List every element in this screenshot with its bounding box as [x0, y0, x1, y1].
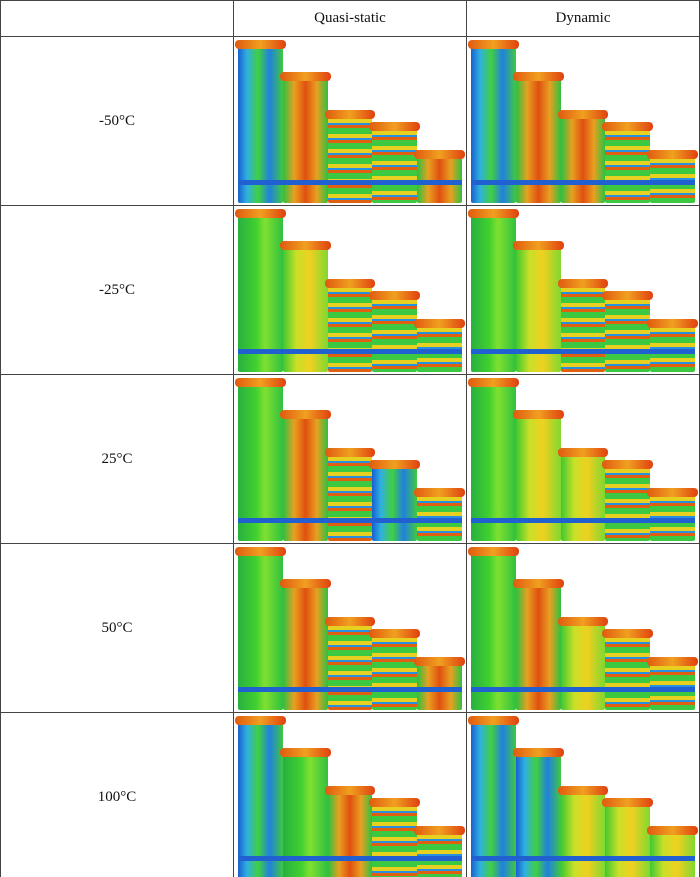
image-cell — [233, 712, 467, 877]
tube — [468, 40, 519, 203]
tube — [235, 716, 286, 877]
tube — [647, 826, 698, 877]
tube — [647, 319, 698, 372]
tube — [279, 748, 331, 877]
tube-set — [234, 377, 466, 543]
image-cell — [233, 36, 467, 206]
tube-set — [234, 39, 466, 205]
tube — [369, 629, 420, 710]
row-label: -50°C — [0, 36, 234, 206]
tube — [468, 378, 519, 541]
tube — [512, 410, 564, 541]
tube — [279, 72, 331, 203]
tube — [602, 460, 653, 541]
tube — [602, 122, 653, 203]
tube-set — [467, 546, 699, 712]
corner-cell — [0, 0, 234, 37]
tube — [602, 291, 653, 372]
tube — [557, 786, 609, 877]
image-cell — [233, 205, 467, 375]
tube — [468, 209, 519, 372]
tube — [414, 488, 465, 541]
tube — [557, 279, 609, 372]
tube — [602, 629, 653, 710]
tube — [557, 617, 609, 710]
tube — [557, 448, 609, 541]
tube-set — [234, 208, 466, 374]
row: 25°C — [0, 374, 700, 544]
row-label: 25°C — [0, 374, 234, 544]
column-header: Quasi-static — [233, 0, 467, 37]
tube — [512, 579, 564, 710]
image-cell — [233, 543, 467, 713]
tube — [512, 748, 564, 877]
tube — [369, 798, 420, 877]
tube — [369, 460, 420, 541]
row: 50°C — [0, 543, 700, 713]
tube — [647, 488, 698, 541]
row: -25°C — [0, 205, 700, 375]
image-cell — [466, 543, 700, 713]
row: -50°C — [0, 36, 700, 206]
tube-set — [467, 39, 699, 205]
tube — [279, 410, 331, 541]
tube — [512, 241, 564, 372]
tube — [369, 122, 420, 203]
tube — [602, 798, 653, 877]
tube — [468, 716, 519, 877]
tube — [279, 241, 331, 372]
tube-set — [467, 208, 699, 374]
row-label: 50°C — [0, 543, 234, 713]
tube — [414, 150, 465, 203]
tube — [414, 826, 465, 877]
tube — [235, 547, 286, 710]
tube — [468, 547, 519, 710]
image-cell — [466, 205, 700, 375]
image-cell — [466, 36, 700, 206]
column-header: Dynamic — [466, 0, 700, 37]
tube — [324, 448, 376, 541]
tube — [235, 40, 286, 203]
tube — [324, 110, 376, 203]
image-cell — [233, 374, 467, 544]
tube — [414, 319, 465, 372]
tube — [512, 72, 564, 203]
tube — [235, 378, 286, 541]
tube-set — [467, 377, 699, 543]
row-label: -25°C — [0, 205, 234, 375]
image-cell — [466, 712, 700, 877]
tube-set — [467, 715, 699, 877]
tube — [369, 291, 420, 372]
header-row: Quasi-static Dynamic — [0, 0, 700, 37]
tube-set — [234, 546, 466, 712]
tube — [557, 110, 609, 203]
tube-set — [234, 715, 466, 877]
row: 100°C — [0, 712, 700, 877]
tube — [235, 209, 286, 372]
tube — [324, 786, 376, 877]
tube — [414, 657, 465, 710]
tube — [279, 579, 331, 710]
tube — [647, 657, 698, 710]
tube — [647, 150, 698, 203]
tube — [324, 617, 376, 710]
row-label: 100°C — [0, 712, 234, 877]
image-cell — [466, 374, 700, 544]
tube — [324, 279, 376, 372]
